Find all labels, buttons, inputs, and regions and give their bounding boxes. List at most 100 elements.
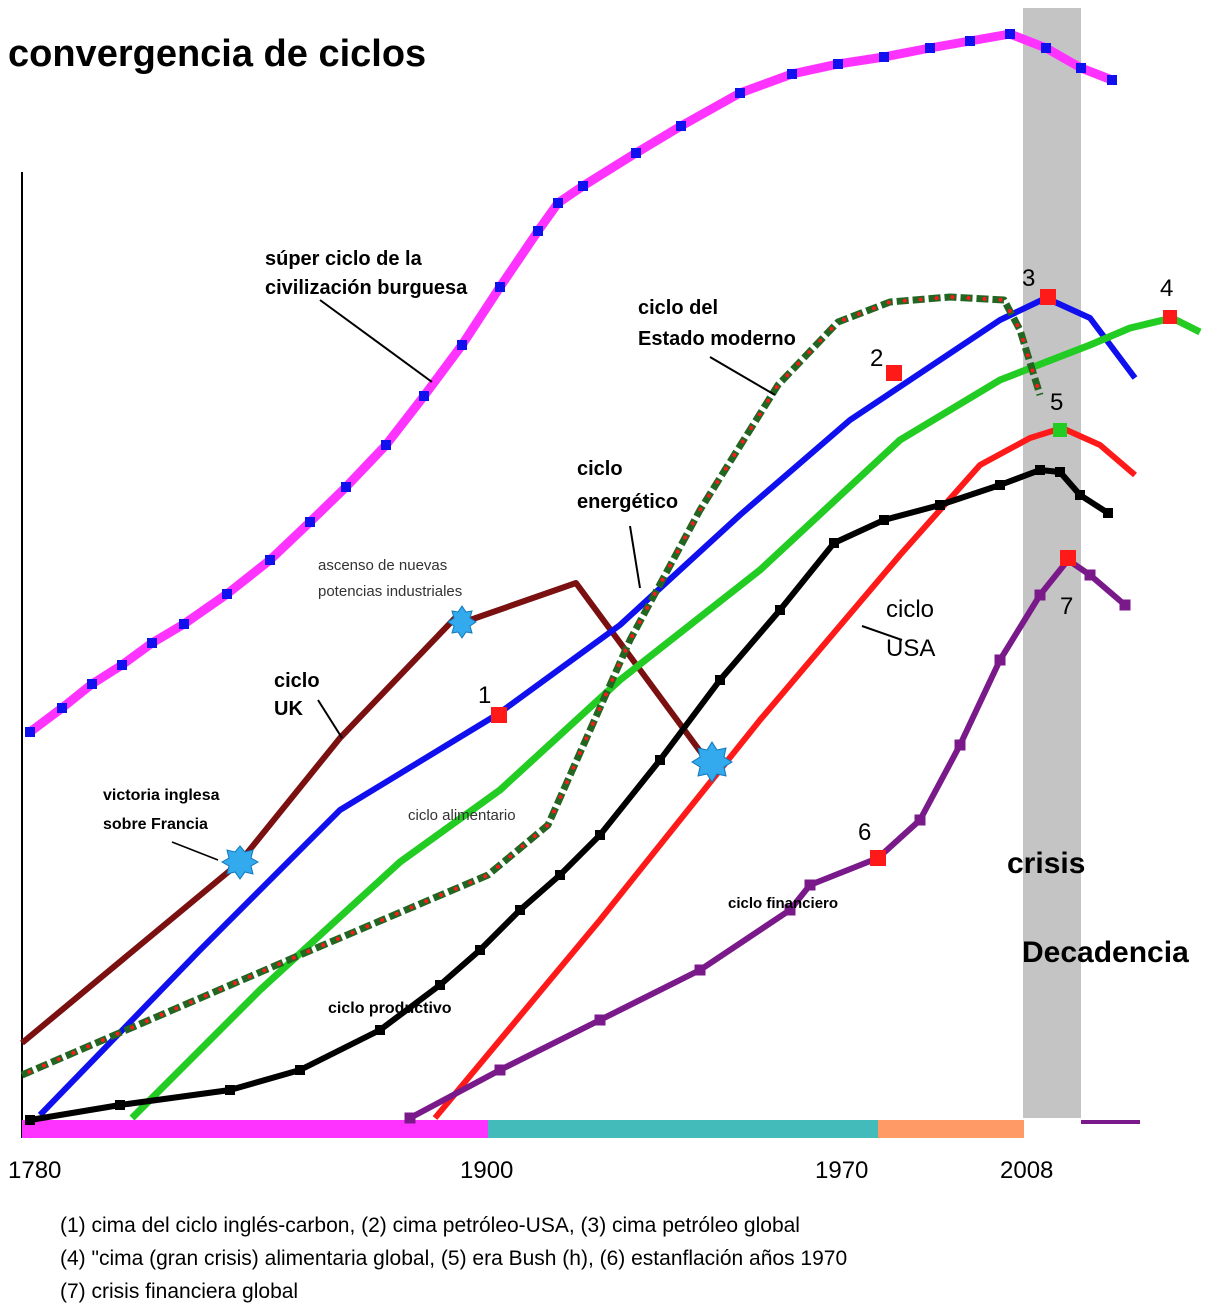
- curve-point-marker: [1103, 508, 1113, 518]
- curve-dot-marker: [508, 854, 513, 859]
- x-tick-label: 1780: [8, 1157, 61, 1184]
- curve-dot-marker: [558, 794, 563, 799]
- curve-dot-marker: [115, 1031, 120, 1036]
- marker-4-square: [1163, 310, 1177, 324]
- curve-dot-marker: [616, 663, 621, 668]
- curve-point-marker: [57, 703, 67, 713]
- curve-dot-marker: [660, 577, 665, 582]
- curve-dot-marker: [732, 453, 737, 458]
- curve-dot-marker: [590, 721, 595, 726]
- leader-victoria: [171, 841, 219, 861]
- marker-3-square: [1040, 289, 1056, 305]
- curve-dot-marker: [1025, 353, 1030, 358]
- label-super-line-1: súper ciclo de la: [265, 248, 423, 270]
- curve-dot-marker: [27, 1069, 32, 1074]
- curve-dot-marker: [545, 823, 550, 828]
- curve-point-marker: [533, 226, 543, 236]
- curve-dot-marker: [291, 955, 296, 960]
- leader-usa: [861, 625, 903, 641]
- leader-estado: [709, 356, 776, 396]
- curve-dot-marker: [1007, 308, 1012, 313]
- page-title: convergencia de ciclos: [8, 33, 426, 75]
- curve-point-marker: [594, 1014, 606, 1026]
- footnote-line-3: (7) crisis financiera global: [60, 1280, 298, 1303]
- x-tick-label: 2008: [1000, 1157, 1053, 1184]
- curve-dot-marker: [982, 296, 987, 301]
- label-crisis: crisis: [1007, 847, 1085, 880]
- curve-super-ciclo: [27, 29, 1114, 736]
- curve-dot-marker: [715, 480, 720, 485]
- label-usa-line-2: USA: [886, 635, 935, 662]
- curve-point-marker: [1034, 589, 1046, 601]
- curve-point-marker: [879, 52, 889, 62]
- curve-point-marker: [341, 482, 351, 492]
- curve-point-marker: [115, 1100, 125, 1110]
- curve-point-marker: [595, 830, 605, 840]
- marker-3-label: 3: [1022, 265, 1035, 292]
- timeline-segment-1780-1900: [22, 1120, 488, 1138]
- curve-point-marker: [1107, 75, 1117, 85]
- curve-dot-marker: [203, 993, 208, 998]
- curve-dot-marker: [247, 974, 252, 979]
- curve-dot-marker: [335, 936, 340, 941]
- curve-dot-marker: [1015, 323, 1020, 328]
- curve-dot-marker: [683, 535, 688, 540]
- marker-1-square: [491, 707, 507, 723]
- curve-dot-marker: [774, 385, 779, 390]
- curve-point-marker: [1075, 490, 1085, 500]
- curve-dot-marker: [584, 736, 589, 741]
- curve-point-marker: [954, 739, 966, 751]
- curve-dot-marker: [42, 1063, 47, 1068]
- curve-dot-marker: [159, 1012, 164, 1017]
- marker-2-label: 2: [870, 345, 883, 372]
- curve-point-marker: [87, 679, 97, 689]
- label-victoria-line-1: victoria inglesa: [103, 787, 220, 804]
- curve-point-marker: [381, 440, 391, 450]
- marker-7-square: [1060, 550, 1076, 566]
- curve-point-marker: [715, 675, 725, 685]
- curve-dot-marker: [380, 918, 385, 923]
- label-productivo: ciclo productivo: [328, 1000, 452, 1017]
- curve-point-marker: [179, 619, 189, 629]
- curve-dot-marker: [174, 1006, 179, 1011]
- curve-dot-marker: [698, 507, 703, 512]
- curve-dot-marker: [321, 943, 326, 948]
- curve-point-marker: [1041, 43, 1051, 53]
- marker-4-label: 4: [1160, 275, 1173, 302]
- curve-point-marker: [735, 88, 745, 98]
- curve-dot-marker: [740, 439, 745, 444]
- curve-dot-marker: [645, 605, 650, 610]
- curve-point-marker: [475, 945, 485, 955]
- curve-point-marker: [305, 517, 315, 527]
- curve-dot-marker: [520, 844, 525, 849]
- curve-dot-marker: [564, 780, 569, 785]
- marker-7-label: 7: [1060, 593, 1073, 620]
- curve-point-marker: [515, 905, 525, 915]
- curve-dot-marker: [690, 521, 695, 526]
- marker-5-square: [1053, 423, 1067, 437]
- curve-point-marker: [914, 814, 926, 826]
- curve-point-marker: [457, 340, 467, 350]
- curve-dot-marker: [842, 317, 847, 322]
- curve-point-marker: [787, 69, 797, 79]
- curve-dot-marker: [807, 350, 812, 355]
- curve-dot-marker: [532, 834, 537, 839]
- curve-dot-marker: [571, 765, 576, 770]
- curve-ciclo-financiero: [408, 557, 1127, 1121]
- curve-point-marker: [578, 181, 588, 191]
- label-nuevas-line-1: ascenso de nuevas: [318, 557, 447, 574]
- curve-dot-marker: [623, 648, 628, 653]
- curve-dot-marker: [675, 549, 680, 554]
- curve-point-marker: [1084, 569, 1096, 581]
- curve-point-marker: [655, 755, 665, 765]
- curve-dot-marker: [468, 880, 473, 885]
- curve-dot-marker: [56, 1057, 61, 1062]
- label-uk-line-1: ciclo: [274, 670, 320, 692]
- curve-dot-marker: [856, 311, 861, 316]
- curve-dot-marker: [766, 398, 771, 403]
- curve-dot-marker: [757, 412, 762, 417]
- leader-super: [319, 299, 433, 383]
- burst-icon: [447, 605, 477, 639]
- label-energetico-line-2: energético: [577, 491, 678, 513]
